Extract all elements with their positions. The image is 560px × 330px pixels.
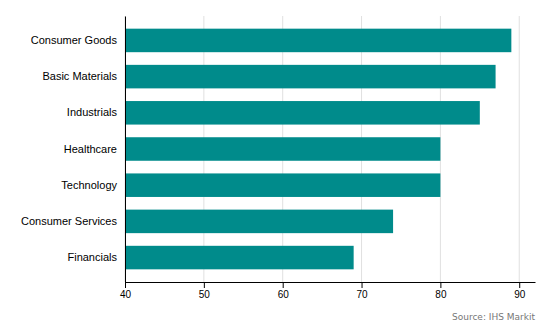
x-tick-label: 50 <box>199 289 211 300</box>
bar <box>125 173 440 197</box>
plot: 40 50 60 70 80 90 Consumer Goods Basic Material… <box>21 16 535 300</box>
x-tick: 60 <box>278 282 290 300</box>
bar <box>125 246 354 270</box>
x-tick-mark <box>440 282 441 288</box>
x-tick-mark <box>204 282 205 288</box>
bar <box>125 101 480 125</box>
bars <box>125 29 511 270</box>
x-tick: 40 <box>120 282 132 300</box>
x-tick-mark <box>362 282 363 288</box>
y-tick: Technology <box>61 179 125 191</box>
x-tick-label: 80 <box>435 289 447 300</box>
y-tick: Healthcare <box>64 143 125 155</box>
x-axis: 40 50 60 70 80 90 <box>120 282 536 300</box>
bar <box>125 65 496 89</box>
y-tick: Industrials <box>67 106 125 118</box>
x-tick: 70 <box>356 282 368 300</box>
x-tick-label: 70 <box>356 289 368 300</box>
x-axis-line <box>126 282 536 283</box>
bar <box>125 137 440 161</box>
x-tick-mark <box>125 282 126 288</box>
x-tick-mark <box>519 282 520 288</box>
y-tick: Financials <box>67 251 125 263</box>
chart: 40 50 60 70 80 90 Consumer Goods Basic Material… <box>0 0 560 330</box>
grid-line <box>125 16 126 282</box>
x-tick-label: 90 <box>514 289 526 300</box>
grid-line <box>519 16 520 282</box>
x-tick: 50 <box>199 282 211 300</box>
y-tick-label: Financials <box>67 251 117 263</box>
y-tick: Basic Materials <box>42 70 125 82</box>
y-tick-label: Healthcare <box>64 143 117 155</box>
x-tick: 80 <box>435 282 447 300</box>
y-tick: Consumer Services <box>21 215 125 227</box>
x-tick-label: 60 <box>278 289 290 300</box>
x-tick-mark <box>283 282 284 288</box>
annotation: Source: IHS Markit <box>452 312 535 322</box>
bar <box>125 210 393 234</box>
y-axis-line <box>125 17 126 283</box>
y-tick-label: Industrials <box>67 106 118 118</box>
x-tick: 90 <box>514 282 526 300</box>
bar <box>125 29 511 53</box>
y-tick: Consumer Goods <box>31 34 125 46</box>
y-tick-label: Technology <box>61 179 117 191</box>
y-tick-label: Basic Materials <box>42 70 117 82</box>
grid <box>125 16 519 282</box>
x-tick-label: 40 <box>120 289 132 300</box>
y-tick-label: Consumer Goods <box>31 34 118 46</box>
y-axis: Consumer Goods Basic Materials Industrials… <box>21 17 125 283</box>
y-tick-label: Consumer Services <box>21 215 117 227</box>
